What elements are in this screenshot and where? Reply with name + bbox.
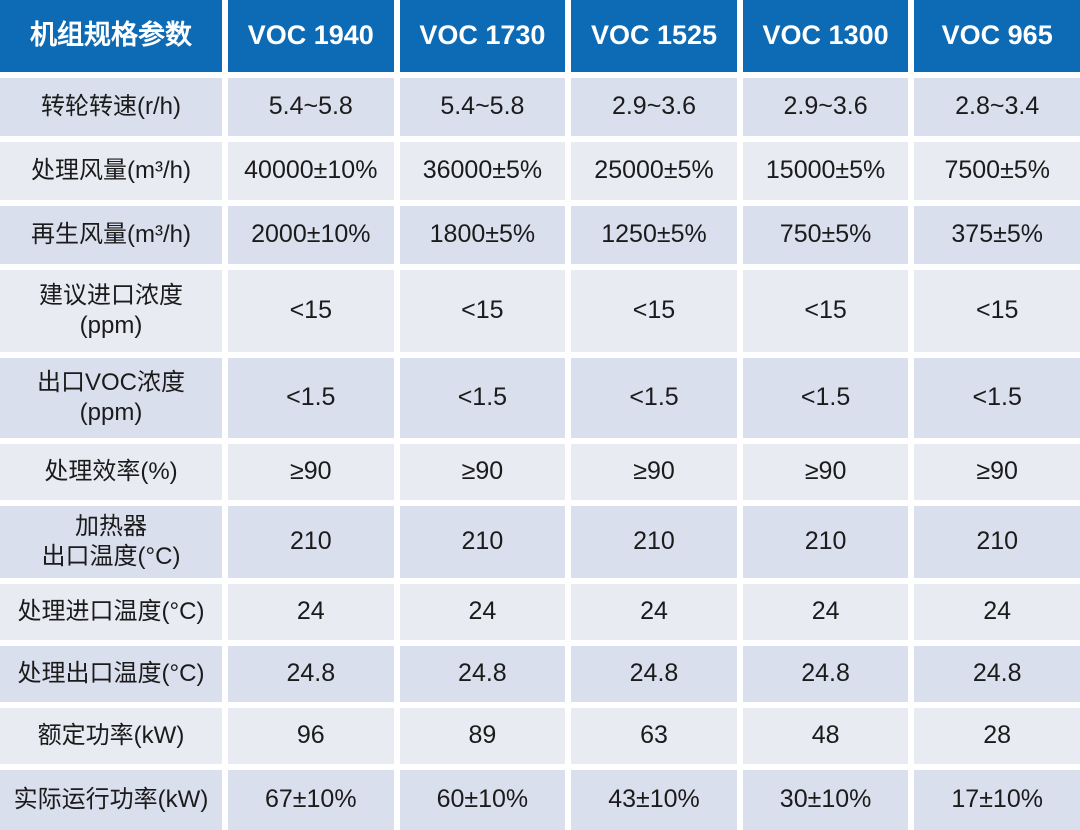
table-cell: ≥90: [228, 444, 394, 500]
column-header-voc-1300: VOC 1300: [742, 0, 909, 72]
table-cell: <1.5: [742, 358, 909, 438]
table-cell: <15: [228, 270, 394, 352]
table-cell: 2.8~3.4: [914, 78, 1080, 136]
table-cell: 375±5%: [914, 206, 1080, 264]
table-cell: ≥90: [742, 444, 909, 500]
table-cell: 25000±5%: [571, 142, 737, 200]
table-cell: 24: [228, 584, 394, 640]
table-cell: 5.4~5.8: [399, 78, 566, 136]
table-cell: 40000±10%: [228, 142, 394, 200]
table-cell: 63: [571, 708, 737, 764]
table-cell: 24.8: [228, 646, 394, 702]
table-cell: 750±5%: [742, 206, 909, 264]
table-cell: 15000±5%: [742, 142, 909, 200]
table-cell: 43±10%: [571, 770, 737, 830]
column-header-voc-1525: VOC 1525: [571, 0, 737, 72]
table-cell: <1.5: [228, 358, 394, 438]
column-header-voc-1730: VOC 1730: [399, 0, 566, 72]
row-label-rated-power: 额定功率(kW): [0, 708, 222, 764]
table-cell: 24: [914, 584, 1080, 640]
row-label-process-air-volume: 处理风量(m³/h): [0, 142, 222, 200]
table-cell: <1.5: [399, 358, 566, 438]
column-header-voc-1940: VOC 1940: [228, 0, 394, 72]
table-cell: 210: [571, 506, 737, 578]
table-cell: 60±10%: [399, 770, 566, 830]
table-cell: 24.8: [571, 646, 737, 702]
row-label-process-inlet-temp: 处理进口温度(°C): [0, 584, 222, 640]
table-cell: <15: [742, 270, 909, 352]
table-cell: 17±10%: [914, 770, 1080, 830]
column-header-params: 机组规格参数: [0, 0, 222, 72]
table-cell: 7500±5%: [914, 142, 1080, 200]
table-cell: 24: [742, 584, 909, 640]
table-cell: <1.5: [914, 358, 1080, 438]
row-label-treatment-efficiency: 处理效率(%): [0, 444, 222, 500]
table-cell: <15: [914, 270, 1080, 352]
table-cell: 30±10%: [742, 770, 909, 830]
row-label-heater-outlet-temp: 加热器 出口温度(°C): [0, 506, 222, 578]
table-cell: 24: [399, 584, 566, 640]
table-cell: <1.5: [571, 358, 737, 438]
table-cell: 24.8: [742, 646, 909, 702]
table-cell: 1250±5%: [571, 206, 737, 264]
table-cell: 24.8: [914, 646, 1080, 702]
row-label-regen-air-volume: 再生风量(m³/h): [0, 206, 222, 264]
table-cell: ≥90: [914, 444, 1080, 500]
table-cell: ≥90: [399, 444, 566, 500]
row-label-process-outlet-temp: 处理出口温度(°C): [0, 646, 222, 702]
table-cell: 96: [228, 708, 394, 764]
table-cell: 24: [571, 584, 737, 640]
table-cell: 1800±5%: [399, 206, 566, 264]
table-cell: 28: [914, 708, 1080, 764]
row-label-actual-power: 实际运行功率(kW): [0, 770, 222, 830]
row-label-rotor-speed: 转轮转速(r/h): [0, 78, 222, 136]
row-label-inlet-concentration: 建议进口浓度 (ppm): [0, 270, 222, 352]
table-cell: 210: [399, 506, 566, 578]
table-cell: 24.8: [399, 646, 566, 702]
table-cell: <15: [571, 270, 737, 352]
table-cell: 210: [914, 506, 1080, 578]
table-cell: <15: [399, 270, 566, 352]
column-header-voc-965: VOC 965: [914, 0, 1080, 72]
table-cell: 210: [228, 506, 394, 578]
row-label-outlet-voc-concentration: 出口VOC浓度 (ppm): [0, 358, 222, 438]
table-cell: 67±10%: [228, 770, 394, 830]
table-cell: 36000±5%: [399, 142, 566, 200]
table-cell: 5.4~5.8: [228, 78, 394, 136]
table-cell: 89: [399, 708, 566, 764]
table-cell: 210: [742, 506, 909, 578]
table-cell: 48: [742, 708, 909, 764]
table-cell: 2.9~3.6: [742, 78, 909, 136]
table-cell: 2.9~3.6: [571, 78, 737, 136]
table-cell: 2000±10%: [228, 206, 394, 264]
table-cell: ≥90: [571, 444, 737, 500]
